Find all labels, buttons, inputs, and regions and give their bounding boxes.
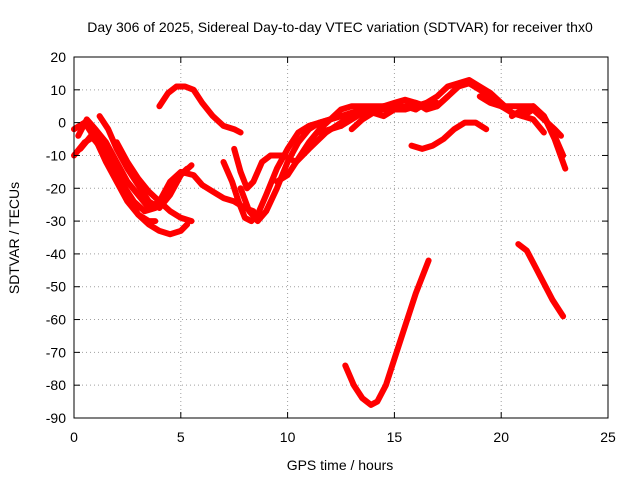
x-tick-label: 15 (387, 429, 403, 445)
x-axis-label: GPS time / hours (287, 457, 394, 473)
x-tick-label: 5 (177, 429, 185, 445)
y-tick-label: -50 (46, 279, 66, 295)
y-axis-label: SDTVAR / TECUs (6, 182, 22, 294)
grid-layer (74, 57, 608, 418)
series-trace-6 (113, 139, 195, 225)
series-trace-5 (96, 113, 195, 211)
plot-frame (73, 56, 609, 419)
y-tick-label: 0 (58, 115, 66, 131)
x-tick-label: 10 (280, 429, 296, 445)
y-tick-label: -20 (46, 180, 66, 196)
series-trace-21 (515, 241, 567, 320)
series-trace-18 (508, 103, 567, 159)
y-tick-label: -40 (46, 246, 66, 262)
y-tick-label: 20 (50, 49, 66, 65)
series-trace-20 (342, 257, 432, 408)
y-tick-label: -60 (46, 312, 66, 328)
series-trace-7 (156, 83, 244, 136)
chart-title: Day 306 of 2025, Sidereal Day-to-day VTE… (87, 19, 593, 35)
series-trace-14 (348, 99, 430, 133)
x-tick-label: 25 (600, 429, 616, 445)
y-tick-label: -70 (46, 344, 66, 360)
trace-layer (71, 77, 569, 408)
x-tick-label: 0 (70, 429, 78, 445)
tick-layer: 0 5 10 15 20 25 -90 -80 -70 -60 -50 -40 -30 -20 -10 0 10… (46, 49, 616, 445)
y-tick-label: -90 (46, 410, 66, 426)
series-trace-19 (408, 119, 490, 152)
y-tick-label: -80 (46, 377, 66, 393)
y-tick-label: -30 (46, 213, 66, 229)
series-trace-4 (77, 132, 191, 215)
x-tick-label: 20 (493, 429, 509, 445)
y-tick-label: -10 (46, 147, 66, 163)
y-tick-label: 10 (50, 82, 66, 98)
series-trace-16 (434, 80, 547, 136)
